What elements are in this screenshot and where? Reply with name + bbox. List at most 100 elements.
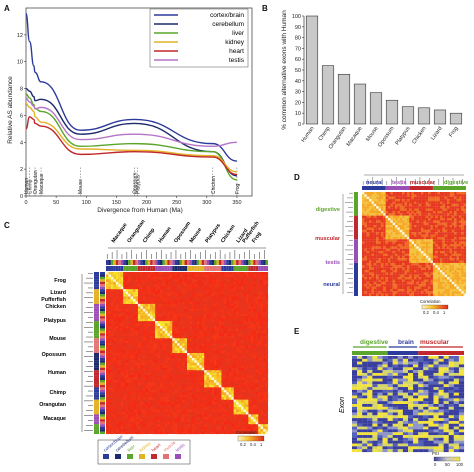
panel-c-row-species-bar [94, 414, 99, 416]
panel-d-heatmap-cell [428, 268, 430, 270]
panel-d-heatmap-cell [423, 218, 425, 220]
panel-c-heatmap-cell [138, 365, 141, 368]
panel-c-heatmap-cell [111, 373, 114, 376]
panel-d-heatmap-cell [371, 265, 373, 267]
panel-c-heatmap-cell [253, 385, 256, 388]
panel-e-heatmap-cell [418, 364, 423, 367]
panel-c-heatmap-cell [113, 341, 116, 344]
panel-d-heatmap-cell [433, 204, 435, 206]
panel-c-heatmap-cell [126, 316, 129, 319]
panel-d-heatmap-cell [400, 192, 402, 194]
panel-c-heatmap-cell [123, 353, 126, 356]
panel-c-heatmap-cell [194, 353, 197, 356]
panel-d-heatmap-cell [364, 275, 366, 277]
panel-c-row-species-bar [94, 417, 99, 419]
panel-c-heatmap-cell [214, 348, 217, 351]
panel-c-heatmap-cell [204, 385, 207, 388]
panel-d-heatmap-cell [428, 223, 430, 225]
panel-c-heatmap-cell [246, 409, 249, 412]
panel-c-diagonal-cell [148, 314, 150, 316]
panel-c-heatmap-cell [234, 348, 237, 351]
panel-d-heatmap-cell [431, 194, 433, 196]
panel-c-heatmap-cell [182, 414, 185, 417]
panel-c-heatmap-cell [131, 382, 134, 385]
panel-c-heatmap-cell [207, 328, 210, 331]
panel-c-heatmap-cell [126, 414, 129, 417]
panel-c-heatmap-cell [204, 382, 207, 385]
panel-c-heatmap-cell [165, 316, 168, 319]
panel-d-heatmap-cell [447, 258, 449, 260]
panel-c-heatmap-cell [189, 297, 192, 300]
panel-c-row-label: Lizard [50, 290, 66, 296]
panel-c-heatmap-cell [131, 414, 134, 417]
panel-c-heatmap-cell [170, 321, 173, 324]
panel-c-heatmap-cell [150, 382, 153, 385]
panel-c-row-tissue-bar [100, 382, 105, 384]
panel-d-heatmap-cell [381, 209, 383, 211]
panel-c-heatmap-cell [194, 405, 197, 408]
panel-c-heatmap-cell [229, 432, 232, 435]
panel-c-heatmap-cell [126, 378, 129, 381]
panel-c-heatmap-cell [160, 297, 163, 300]
panel-c-heatmap-cell [248, 272, 251, 275]
panel-c-heatmap-cell [216, 378, 219, 381]
panel-c-heatmap-cell [187, 341, 190, 344]
panel-c-row-tissue-bar [100, 427, 105, 429]
panel-c-heatmap-cell [143, 328, 146, 331]
panel-c-heatmap-cell [118, 309, 121, 312]
panel-c-heatmap-cell [182, 417, 185, 420]
panel-d-heatmap-cell [405, 258, 407, 260]
panel-d-heatmap-cell [419, 213, 421, 215]
panel-d-heatmap-cell [454, 239, 456, 241]
panel-d-heatmap-cell [414, 282, 416, 284]
panel-d-heatmap-cell [386, 277, 388, 279]
panel-c-row-tissue-bar [100, 319, 105, 321]
panel-d-heatmap-cell [362, 268, 364, 270]
panel-d-heatmap-cell [454, 192, 456, 194]
panel-d-heatmap-cell [426, 199, 428, 201]
panel-c-heatmap-cell [165, 343, 168, 346]
panel-c-heatmap-cell [266, 429, 269, 432]
panel-c-heatmap-cell [253, 346, 256, 349]
panel-c-heatmap-cell [180, 427, 183, 430]
panel-c-heatmap-cell [263, 287, 266, 290]
panel-c-diagonal-cell [108, 274, 110, 276]
panel-d-heatmap-cell [390, 199, 392, 201]
panel-c-heatmap-cell [126, 304, 129, 307]
panel-c-heatmap-cell [162, 414, 165, 417]
panel-d-heatmap-cell [421, 294, 423, 296]
panel-c-heatmap-cell [155, 353, 158, 356]
panel-c-heatmap-cell [229, 272, 232, 275]
panel-d-heatmap-cell [414, 279, 416, 281]
panel-d-heatmap-cell [428, 282, 430, 284]
panel-c-heatmap-cell [167, 284, 170, 287]
panel-c-row-label: Mouse [49, 336, 66, 342]
panel-c-heatmap-cell [160, 427, 163, 430]
panel-d-heatmap-cell [435, 239, 437, 241]
panel-c-heatmap-cell [150, 395, 153, 398]
panel-c-heatmap-cell [231, 274, 234, 277]
panel-c-heatmap-cell [133, 353, 136, 356]
panel-c-row-species-bar [94, 360, 99, 362]
panel-c-heatmap-cell [229, 333, 232, 336]
panel-d-heatmap-cell [431, 192, 433, 194]
panel-c-heatmap-cell [162, 277, 165, 280]
panel-d-heatmap-cell [419, 220, 421, 222]
panel-c-heatmap-cell [153, 277, 156, 280]
panel-c-heatmap-cell [251, 314, 254, 317]
panel-d-heatmap-cell [447, 291, 449, 293]
panel-c-heatmap-cell [138, 348, 141, 351]
panel-d-heatmap-cell [376, 239, 378, 241]
panel-c-heatmap-cell [155, 351, 158, 354]
panel-c-heatmap-cell [140, 309, 143, 312]
panel-c-diagonal-cell [189, 355, 191, 357]
panel-d-heatmap-cell [369, 287, 371, 289]
panel-c-heatmap-cell [256, 311, 259, 314]
panel-d-heatmap-cell [452, 275, 454, 277]
panel-c-row-label: Orangutan [39, 402, 66, 408]
panel-c-heatmap-cell [209, 328, 212, 331]
panel-c-heatmap-cell [258, 392, 261, 395]
panel-c-col-tissue-bar [162, 260, 164, 265]
panel-c-heatmap-cell [175, 414, 178, 417]
panel-d-heatmap-cell [395, 263, 397, 265]
